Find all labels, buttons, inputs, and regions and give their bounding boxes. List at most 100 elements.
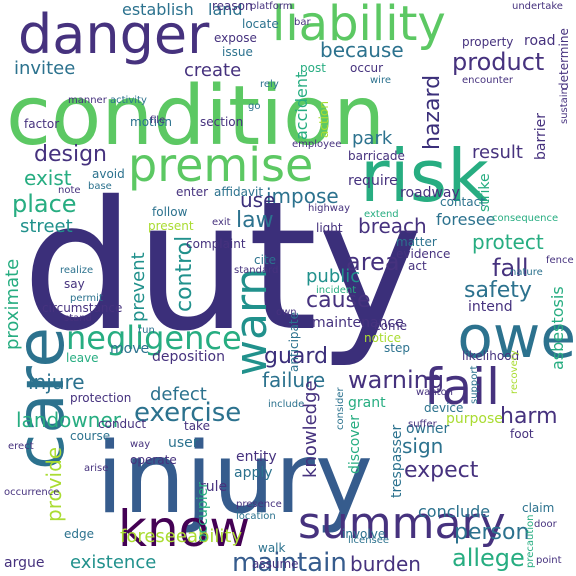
word-road: road: [524, 33, 556, 49]
word-base: base: [88, 181, 112, 192]
word-consequence: consequence: [492, 213, 559, 224]
word-include: include: [268, 399, 305, 410]
word-protection: protection: [70, 391, 132, 405]
word-take: take: [184, 419, 210, 433]
word-impose: impose: [266, 184, 339, 208]
word-likelihood: likelihood: [462, 349, 520, 363]
word-wanton: wanton: [416, 387, 454, 398]
word-precaution: precaution: [525, 514, 536, 568]
word-device: device: [424, 401, 464, 415]
word-licensee: licensee: [348, 535, 390, 546]
word-undertake: undertake: [512, 1, 563, 12]
word-because: because: [320, 38, 404, 62]
word-provide: provide: [42, 446, 66, 522]
word-fence: fence: [546, 255, 574, 266]
word-establish: establish: [122, 0, 194, 19]
word-landowner: landowner: [16, 408, 121, 432]
word-claim: claim: [522, 501, 555, 515]
word-land: land: [208, 0, 243, 19]
word-owner: owner: [406, 421, 450, 437]
word-incident: incident: [316, 285, 357, 296]
word-way: way: [130, 439, 151, 450]
word-discover: discover: [347, 415, 363, 474]
word-occupier: occupier: [195, 482, 211, 542]
word-anticipate: anticipate: [287, 312, 301, 372]
word-factor: factor: [24, 117, 60, 131]
word-note: note: [58, 185, 81, 196]
word-hazard: hazard: [420, 74, 445, 150]
word-injury: injury: [96, 422, 373, 536]
word-leave: leave: [66, 351, 99, 365]
word-platform: platform: [250, 1, 293, 12]
word-street: street: [20, 216, 73, 237]
word-manner: manner: [68, 95, 107, 106]
word-expect: expect: [404, 458, 479, 483]
word-knowledge: knowledge: [300, 380, 321, 478]
word-burden: burden: [350, 552, 421, 576]
word-protect: protect: [472, 230, 544, 254]
word-existence: existence: [70, 552, 157, 573]
word-locate: locate: [242, 17, 279, 31]
word-defect: defect: [150, 384, 207, 405]
word-go: go: [248, 101, 261, 112]
word-circumstance: circumstance: [42, 301, 123, 315]
word-safety: safety: [464, 278, 532, 303]
word-entity: entity: [236, 449, 277, 465]
word-reason: reason: [212, 0, 253, 13]
word-summary: summary: [298, 498, 506, 549]
word-contact: contact: [440, 195, 485, 209]
word-enter: enter: [176, 185, 209, 199]
word-come: come: [374, 319, 408, 333]
word-run: run: [138, 325, 155, 336]
word-intend: intend: [468, 299, 513, 315]
word-consider: consider: [335, 387, 346, 430]
word-arise: arise: [84, 463, 109, 474]
word-own: own: [276, 307, 297, 318]
word-place: place: [12, 190, 77, 218]
word-bar: bar: [294, 17, 311, 28]
word-result: result: [472, 142, 523, 163]
word-assume: assume: [252, 557, 299, 571]
word-proximate: proximate: [2, 258, 23, 350]
word-edge: edge: [64, 527, 94, 541]
word-affidavit: affidavit: [214, 185, 264, 199]
word-danger: danger: [18, 3, 210, 66]
word-operate: operate: [130, 453, 177, 467]
word-risk: risk: [360, 134, 489, 218]
word-matter: matter: [396, 235, 437, 249]
word-evidence: evidence: [396, 247, 451, 261]
word-say: say: [64, 277, 85, 291]
word-negligence: negligence: [66, 319, 242, 357]
word-maintain: maintain: [232, 548, 347, 576]
word-conclude: conclude: [418, 502, 491, 521]
word-injure: injure: [28, 370, 85, 394]
word-warning: warning: [348, 366, 445, 394]
word-cite: cite: [254, 253, 277, 267]
word-park: park: [352, 128, 393, 149]
word-section: section: [200, 115, 244, 129]
word-create: create: [184, 60, 242, 81]
word-barrier: barrier: [533, 113, 549, 160]
word-permit: permit: [70, 293, 103, 304]
word-purpose: purpose: [446, 411, 503, 427]
word-allege: allege: [452, 544, 525, 572]
word-public: public: [306, 266, 361, 287]
word-invitee: invitee: [14, 58, 76, 79]
word-exit: exit: [212, 217, 231, 228]
word-use: use: [240, 188, 276, 212]
word-standard: standard: [234, 265, 279, 276]
word-course: course: [70, 429, 111, 443]
word-property: property: [462, 35, 514, 49]
word-sustain: sustain: [559, 88, 570, 124]
word-occur: occur: [350, 61, 384, 75]
word-realize: realize: [60, 265, 94, 276]
word-duty: duty: [22, 163, 423, 370]
word-deposition: deposition: [152, 349, 225, 365]
word-trespasser: trespasser: [389, 424, 405, 498]
word-person: person: [454, 520, 530, 545]
word-stand: stand: [64, 313, 92, 324]
word-act: act: [408, 259, 427, 273]
word-foot: foot: [510, 427, 534, 441]
word-condition: condition: [6, 69, 386, 164]
